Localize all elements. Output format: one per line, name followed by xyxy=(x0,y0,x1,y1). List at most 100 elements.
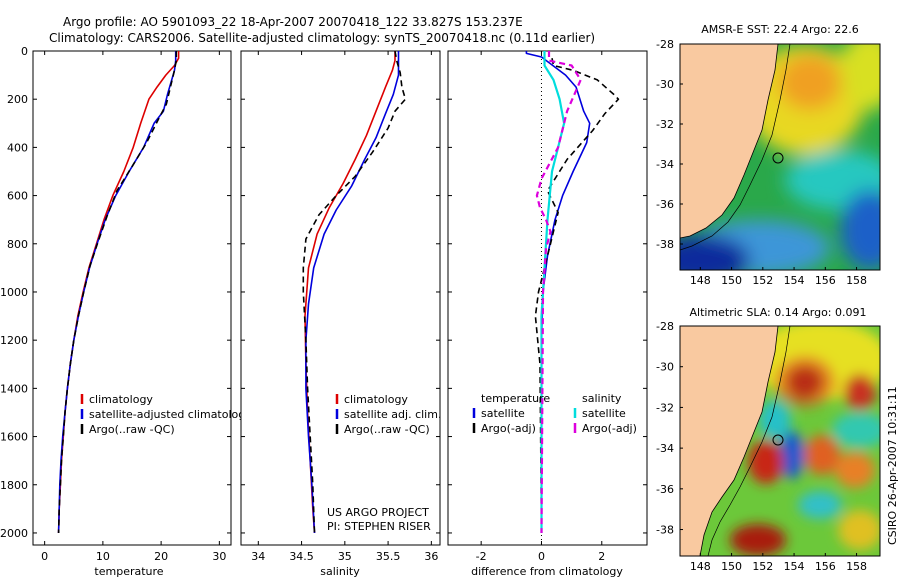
sla-lon-tick-label: 156 xyxy=(815,560,836,573)
temperature-plot-frame xyxy=(32,50,232,546)
difference-xtick-label: 0 xyxy=(538,550,545,563)
depth-tick-label: 400 xyxy=(7,141,28,154)
temperature-legend-label: satellite-adjusted climatology xyxy=(89,408,252,421)
sst-lat-tick-label: -32 xyxy=(656,118,674,131)
temperature-legend-label: climatology xyxy=(89,393,153,406)
temperature-panel: 0 10 20 30 0 200 400 600 800 1000 1200 1400 1600 1800… xyxy=(0,45,252,578)
difference-xtick-label: -2 xyxy=(476,550,487,563)
sla-lon-tick-label: 152 xyxy=(752,560,773,573)
sla-cool-3 xyxy=(798,491,842,519)
sst-lat-tick-label: -34 xyxy=(656,158,674,171)
sla-lat-tick-label: -38 xyxy=(656,524,674,537)
temperature-xtick-label: 10 xyxy=(96,550,110,563)
sla-field xyxy=(730,326,880,556)
sst-lon-tick-label: 148 xyxy=(690,274,711,287)
salinity-legend-label: climatology xyxy=(344,393,408,406)
salinity-xlabel: salinity xyxy=(320,565,360,578)
difference-legend-label: satellite xyxy=(481,407,525,420)
temperature-xtick-label: 30 xyxy=(212,550,226,563)
depth-tick-label: 0 xyxy=(21,45,28,58)
salinity-plot-frame xyxy=(240,50,441,546)
sla-high-core-2 xyxy=(844,374,876,410)
sla-map-frame xyxy=(679,325,881,557)
sla-high-core-5 xyxy=(835,452,875,488)
salinity-legend-label: Argo(..raw -QC) xyxy=(344,423,430,436)
temperature-xlabel: temperature xyxy=(94,565,163,578)
depth-tick-label: 1600 xyxy=(0,431,28,444)
sla-high-core-3 xyxy=(748,440,784,484)
difference-series-salinity-argo-adj- xyxy=(535,51,582,534)
sla-lon-tick-label: 150 xyxy=(721,560,742,573)
sst-coastline xyxy=(680,44,779,239)
depth-tick-label: 1800 xyxy=(0,479,28,492)
salinity-xtick-label: 34.5 xyxy=(289,550,314,563)
sst-shelf-contour xyxy=(680,44,791,251)
sla-map: Altimetric SLA: 0.14 Argo: 0.091 xyxy=(656,306,881,573)
difference-legend-title-salinity: salinity xyxy=(582,392,622,405)
sst-field xyxy=(680,44,880,270)
sla-lat-tick-label: -34 xyxy=(656,442,674,455)
project-annotation: US ARGO PROJECT xyxy=(327,506,429,519)
difference-legend-title-temperature: temperature xyxy=(481,392,550,405)
difference-legend-label: Argo(-adj) xyxy=(582,422,637,435)
temperature-xtick-label: 20 xyxy=(154,550,168,563)
sst-land xyxy=(680,44,778,238)
sst-lat-tick-label: -38 xyxy=(656,238,674,251)
depth-tick-label: 1000 xyxy=(0,286,28,299)
sla-map-title: Altimetric SLA: 0.14 Argo: 0.091 xyxy=(689,306,866,319)
difference-legend-label: Argo(-adj) xyxy=(481,422,536,435)
sla-lat-tick-label: -36 xyxy=(656,483,674,496)
salinity-panel: 34 34.5 35 35.5 36 climatology satellite adj.… xyxy=(240,50,441,578)
sst-warm-east xyxy=(840,44,880,110)
depth-tick-label: 1200 xyxy=(0,334,28,347)
sla-land xyxy=(680,326,778,556)
sla-yellow-2 xyxy=(838,510,880,550)
sla-lon-tick-label: 154 xyxy=(784,560,805,573)
header-line-2: Climatology: CARS2006. Satellite-adjuste… xyxy=(49,31,595,45)
sla-argo-position-marker xyxy=(772,434,784,446)
sst-map-title: AMSR-E SST: 22.4 Argo: 22.6 xyxy=(701,23,859,36)
side-timestamp-label: CSIRO 26-Apr-2007 10:31:11 xyxy=(886,386,899,545)
sla-lat-tick-label: -32 xyxy=(656,401,674,414)
sla-high-ring-1 xyxy=(775,356,835,408)
sst-lon-tick-label: 150 xyxy=(721,274,742,287)
sst-cold-southwest xyxy=(680,235,750,270)
sst-lon-tick-label: 152 xyxy=(752,274,773,287)
sst-lat-tick-label: -28 xyxy=(656,38,674,51)
difference-legend-label: satellite xyxy=(582,407,626,420)
salinity-xtick-label: 34 xyxy=(251,550,265,563)
salinity-series-satellite-adj-clim- xyxy=(305,51,400,534)
sst-argo-position-marker xyxy=(772,152,784,164)
depth-tick-label: 2000 xyxy=(0,527,28,540)
sst-map: AMSR-E SST: 22.4 Argo: 22.6 148 150 152 154… xyxy=(656,23,881,287)
sla-high-core-6 xyxy=(730,524,786,556)
sla-lat-tick-label: -28 xyxy=(656,320,674,333)
sla-shelf-contour xyxy=(707,326,791,556)
sla-lat-tick-label: -30 xyxy=(656,361,674,374)
salinity-series-argo-raw-qc- xyxy=(302,50,407,534)
sst-lat-tick-label: -36 xyxy=(656,198,674,211)
temperature-legend-label: Argo(..raw -QC) xyxy=(89,423,175,436)
salinity-xtick-label: 35.5 xyxy=(376,550,401,563)
difference-xtick-label: 2 xyxy=(598,550,605,563)
difference-xlabel: difference from climatology xyxy=(471,565,623,578)
depth-tick-label: 600 xyxy=(7,190,28,203)
sst-cool-east xyxy=(840,190,880,270)
sst-hot-core xyxy=(778,54,842,110)
sla-lon-tick-label: 158 xyxy=(846,560,867,573)
sst-lon-tick-label: 156 xyxy=(815,274,836,287)
sla-lon-tick-label: 148 xyxy=(690,560,711,573)
pi-annotation: PI: STEPHEN RISER xyxy=(327,520,431,533)
temperature-xtick-label: 0 xyxy=(41,550,48,563)
sst-lon-tick-label: 158 xyxy=(846,274,867,287)
sst-lon-tick-label: 154 xyxy=(784,274,805,287)
depth-tick-label: 200 xyxy=(7,93,28,106)
salinity-xtick-label: 36 xyxy=(424,550,438,563)
difference-plot-frame xyxy=(447,50,648,546)
sla-low-core xyxy=(780,431,804,479)
difference-panel: -2 0 2 temperature salinity satellite Argo(-a… xyxy=(447,50,648,578)
salinity-xtick-label: 35 xyxy=(338,550,352,563)
difference-series-temperature-argo-adj- xyxy=(534,58,620,534)
sst-lat-tick-label: -30 xyxy=(656,78,674,91)
